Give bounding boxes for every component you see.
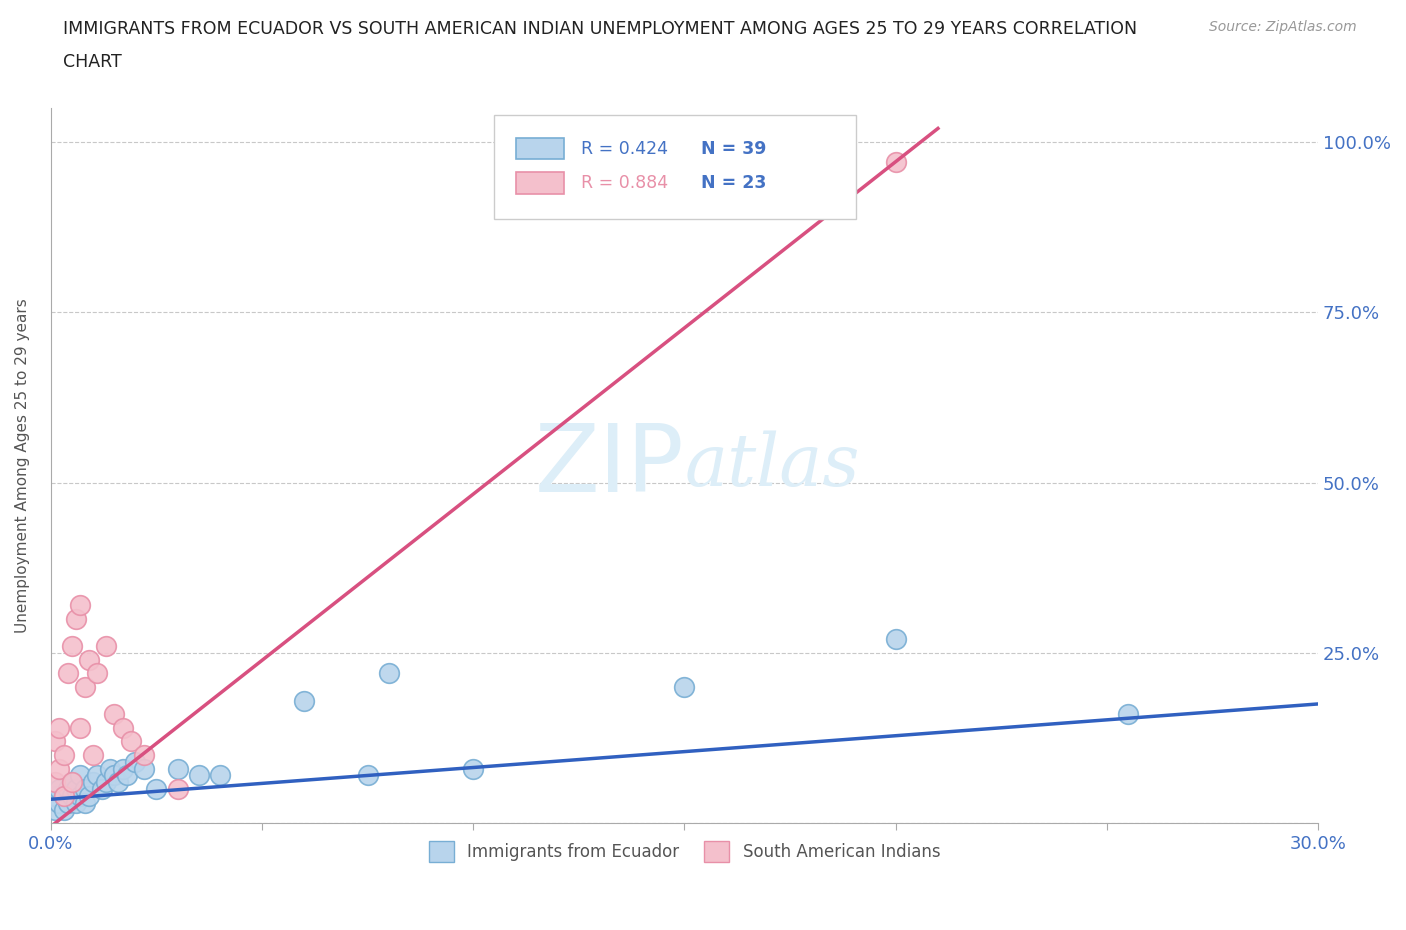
Point xyxy=(103,707,125,722)
Point xyxy=(378,666,401,681)
Point xyxy=(65,795,87,810)
Point xyxy=(292,693,315,708)
Point xyxy=(132,761,155,776)
Text: R = 0.424: R = 0.424 xyxy=(581,140,668,158)
Point xyxy=(94,639,117,654)
FancyBboxPatch shape xyxy=(495,115,856,219)
Text: Source: ZipAtlas.com: Source: ZipAtlas.com xyxy=(1209,20,1357,34)
Point xyxy=(1116,707,1139,722)
Point xyxy=(115,768,138,783)
Point xyxy=(98,761,121,776)
Point xyxy=(65,781,87,796)
Point xyxy=(44,775,66,790)
Point xyxy=(166,761,188,776)
Point xyxy=(86,666,108,681)
Y-axis label: Unemployment Among Ages 25 to 29 years: Unemployment Among Ages 25 to 29 years xyxy=(15,299,30,633)
Point xyxy=(69,598,91,613)
Point xyxy=(44,734,66,749)
Text: N = 39: N = 39 xyxy=(702,140,766,158)
Point xyxy=(56,795,79,810)
Point xyxy=(69,789,91,804)
Point xyxy=(73,795,96,810)
Point xyxy=(103,768,125,783)
Point xyxy=(187,768,209,783)
Point xyxy=(48,761,70,776)
Point xyxy=(73,680,96,695)
Point xyxy=(124,754,146,769)
Point xyxy=(60,775,83,790)
Point xyxy=(44,789,66,804)
Point xyxy=(52,789,75,804)
Point xyxy=(48,781,70,796)
Point xyxy=(73,781,96,796)
Point xyxy=(356,768,378,783)
Legend: Immigrants from Ecuador, South American Indians: Immigrants from Ecuador, South American … xyxy=(422,835,946,869)
Point xyxy=(48,721,70,736)
Point xyxy=(94,775,117,790)
Point xyxy=(884,155,907,170)
Point xyxy=(132,748,155,763)
Point xyxy=(120,734,142,749)
Point xyxy=(60,775,83,790)
Point xyxy=(673,680,696,695)
Point xyxy=(208,768,231,783)
Point xyxy=(90,781,112,796)
Point xyxy=(56,666,79,681)
Text: N = 23: N = 23 xyxy=(702,174,766,193)
Point xyxy=(111,761,134,776)
Point xyxy=(65,611,87,626)
Point xyxy=(166,781,188,796)
Point xyxy=(60,789,83,804)
FancyBboxPatch shape xyxy=(516,172,564,193)
Text: CHART: CHART xyxy=(63,53,122,71)
Point xyxy=(107,775,129,790)
Point xyxy=(48,795,70,810)
Point xyxy=(86,768,108,783)
Point xyxy=(69,721,91,736)
Text: IMMIGRANTS FROM ECUADOR VS SOUTH AMERICAN INDIAN UNEMPLOYMENT AMONG AGES 25 TO 2: IMMIGRANTS FROM ECUADOR VS SOUTH AMERICA… xyxy=(63,20,1137,38)
Point xyxy=(77,652,100,667)
Point xyxy=(463,761,485,776)
Text: ZIP: ZIP xyxy=(534,419,685,512)
Point xyxy=(52,748,75,763)
Point xyxy=(111,721,134,736)
Text: R = 0.884: R = 0.884 xyxy=(581,174,668,193)
Point xyxy=(82,748,104,763)
Point xyxy=(44,802,66,817)
Point xyxy=(69,768,91,783)
Point xyxy=(884,631,907,646)
Point xyxy=(60,639,83,654)
Point xyxy=(52,802,75,817)
Point xyxy=(145,781,167,796)
Point xyxy=(77,789,100,804)
Point xyxy=(52,789,75,804)
Point xyxy=(82,775,104,790)
FancyBboxPatch shape xyxy=(516,138,564,159)
Text: atlas: atlas xyxy=(685,431,860,501)
Point xyxy=(56,781,79,796)
